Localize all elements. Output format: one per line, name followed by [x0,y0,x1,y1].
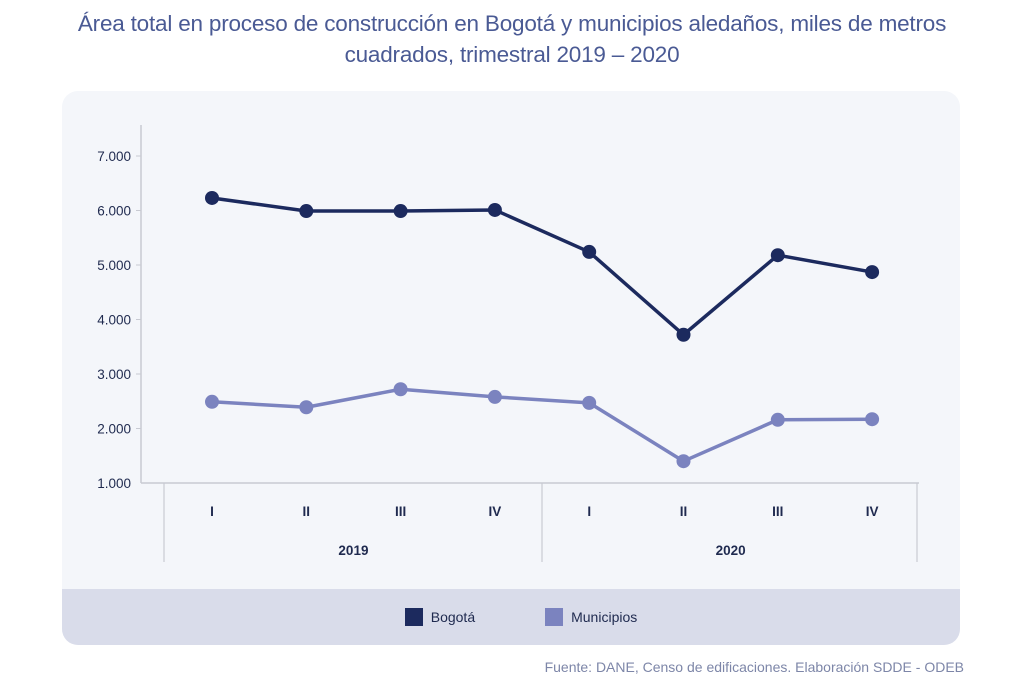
series-line-bogota [211,196,873,337]
x-group-label: 2020 [716,543,746,558]
x-tick-label: III [772,504,783,519]
data-point-bogota [582,244,597,259]
data-point-municipios [299,400,314,415]
legend-item-bogota[interactable]: Bogotá [404,608,476,626]
data-point-bogota [205,190,219,205]
legend-label-bogota: Bogotá [430,609,476,625]
y-tick-label: 6.000 [97,204,131,219]
chart-title: Área total en proceso de construcción en… [0,8,1024,70]
y-tick-label: 1.000 [97,476,131,491]
x-group-label: 2019 [338,543,368,558]
legend-band: Bogotá Municipios [62,589,960,645]
x-tick-label: IV [866,504,879,519]
y-tick-label: 2.000 [97,422,131,437]
legend-label-municipios: Municipios [571,609,638,625]
legend-item-municipios[interactable]: Municipios [545,608,637,626]
data-point-bogota [676,327,691,342]
data-point-municipios [582,395,597,410]
data-point-bogota [299,204,314,219]
data-point-municipios [770,412,785,427]
chart-title-line-2: cuadrados, trimestral 2019 – 2020 [344,42,680,67]
data-point-bogota [393,204,408,219]
data-point-bogota [487,202,502,217]
y-tick-label: 3.000 [97,367,131,382]
x-tick-label: I [587,504,591,519]
legend: Bogotá Municipios [62,589,960,645]
data-point-municipios [676,454,691,469]
data-point-municipios [865,412,880,427]
data-point-municipios [487,389,502,404]
y-tick-label: 5.000 [97,258,131,273]
data-point-bogota [770,248,785,263]
x-tick-label: II [303,504,311,519]
legend-swatch-municipios [545,608,564,626]
y-tick-label: 4.000 [97,313,131,328]
x-tick-label: I [210,504,214,519]
chart-title-line-1: Área total en proceso de construcción en… [77,11,947,36]
x-tick-label: III [395,504,406,519]
y-tick-label: 7.000 [97,149,131,164]
source-note: Fuente: DANE, Censo de edificaciones. El… [544,659,964,675]
x-tick-label: II [680,504,688,519]
data-point-municipios [393,382,408,397]
data-point-municipios [205,394,219,409]
x-tick-label: IV [489,504,502,519]
data-point-bogota [865,265,880,280]
series-line-municipios [211,387,873,463]
chart-card: 1.000 2.000 3.000 4.000 5.000 6.000 7.000 I II II… [62,91,960,645]
legend-swatch-bogota [404,608,423,626]
